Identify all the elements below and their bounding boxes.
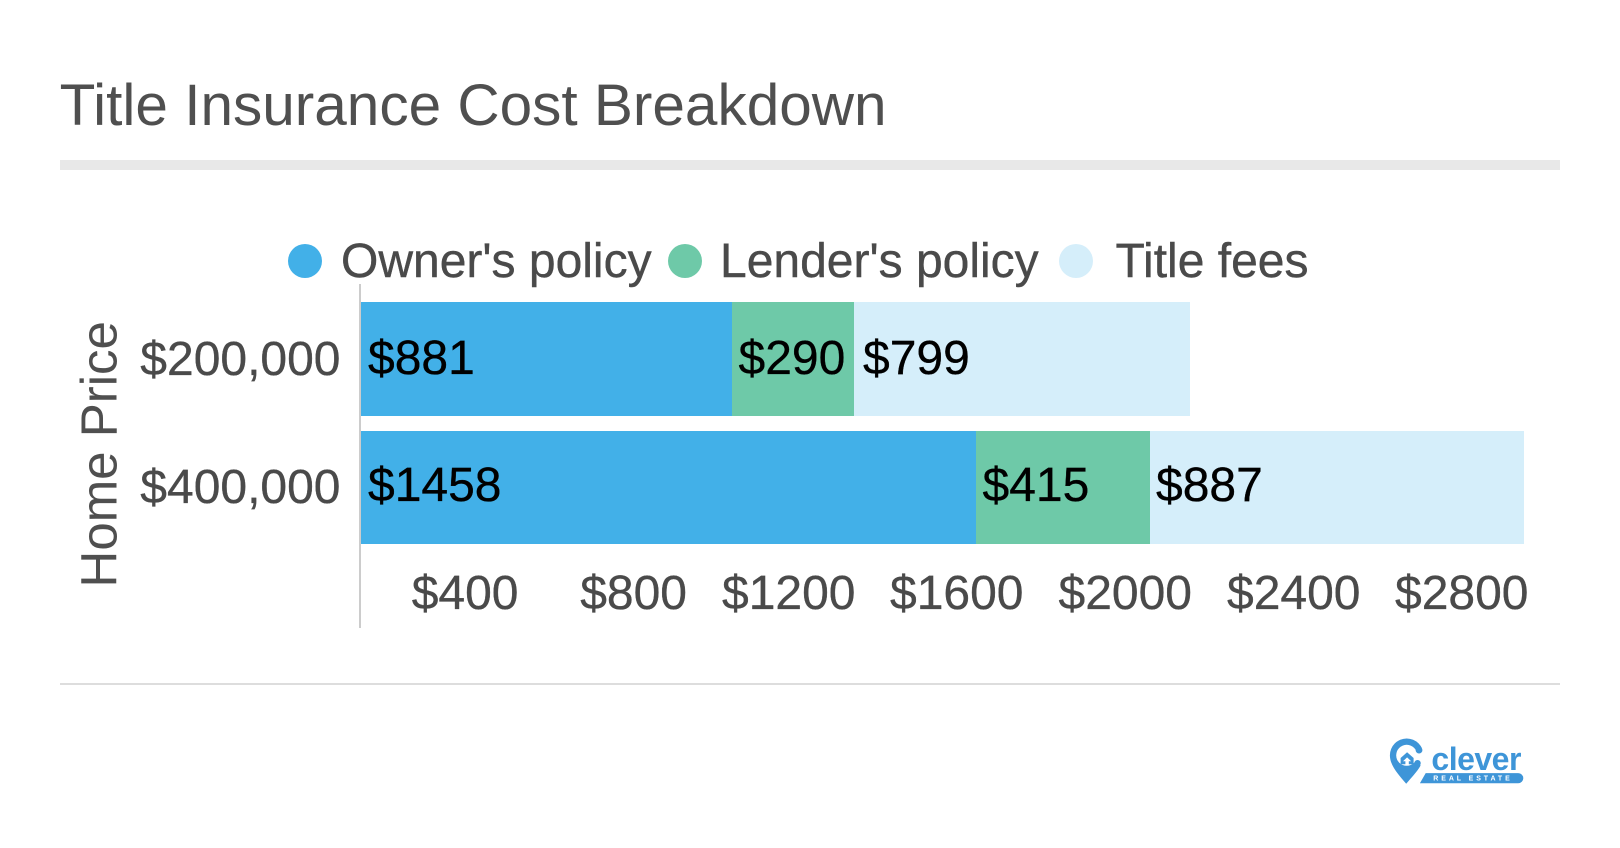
svg-text:clever: clever — [1431, 741, 1521, 777]
svg-text:REAL ESTATE: REAL ESTATE — [1433, 776, 1512, 783]
